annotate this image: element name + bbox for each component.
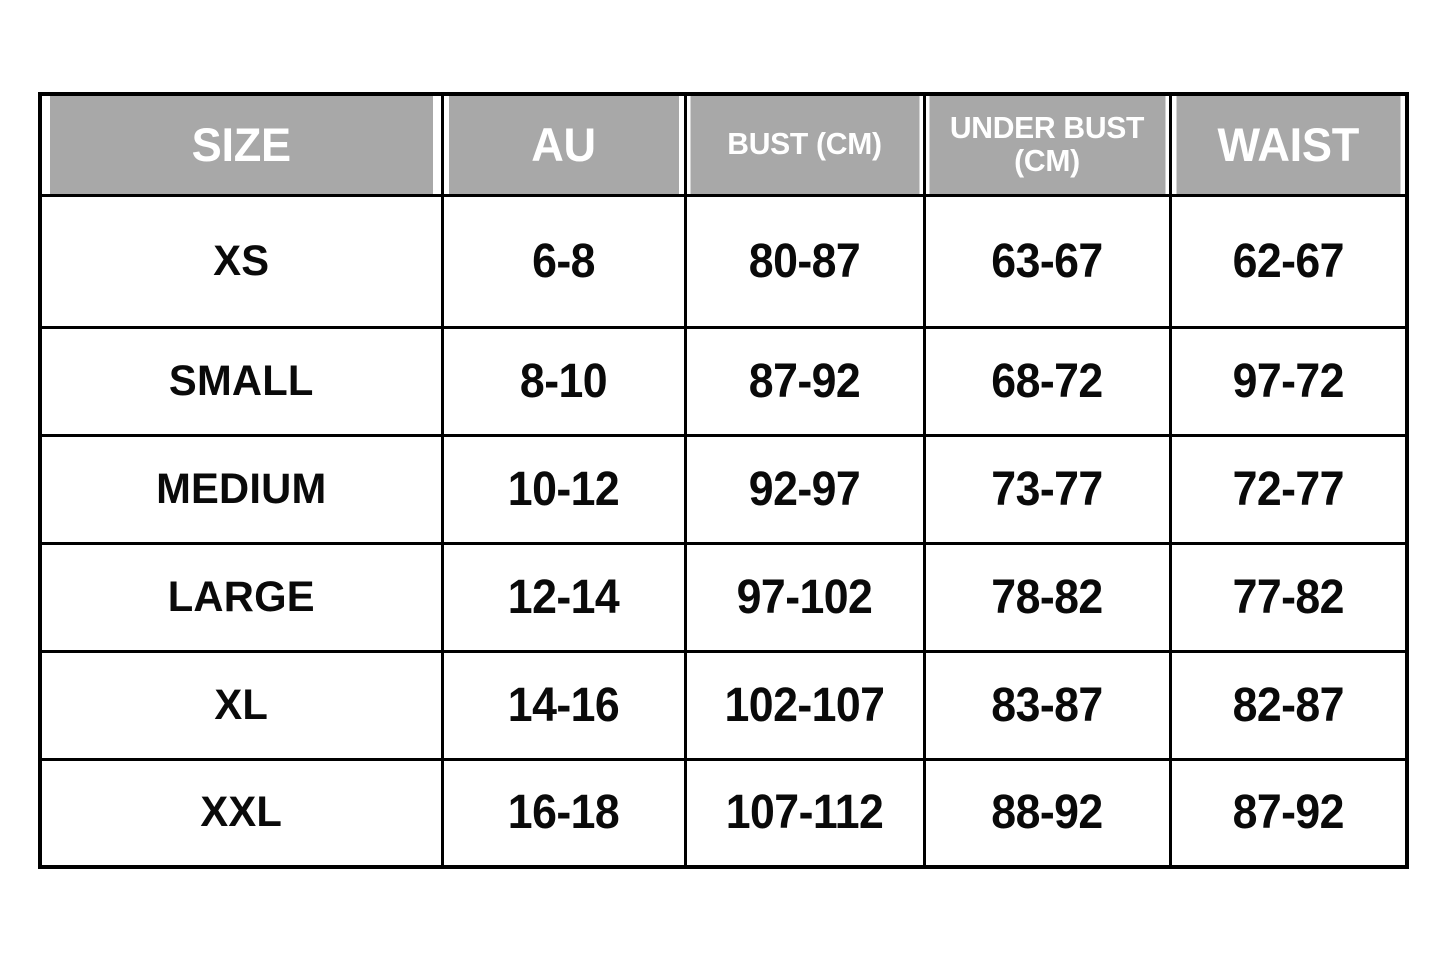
cell-au: 14-16 (449, 649, 678, 761)
column-header-au: AU (445, 92, 682, 197)
cell-waist: 72-77 (1176, 433, 1401, 545)
cell-au: 12-14 (449, 541, 678, 653)
cell-under-bust: 78-82 (931, 541, 1163, 653)
cell-size: SMALL (44, 325, 438, 437)
column-header-bust: BUST (CM) (687, 92, 922, 197)
cell-size: MEDIUM (44, 433, 438, 545)
cell-under-bust: 63-67 (931, 193, 1163, 329)
table-row: XL 14-16 102-107 83-87 82-87 (40, 649, 1407, 761)
cell-under-bust: 68-72 (931, 325, 1163, 437)
cell-under-bust: 88-92 (931, 757, 1163, 869)
table-body: XS 6-8 80-87 63-67 62-67 SMALL 8-10 87-9… (40, 193, 1407, 869)
cell-bust: 107-112 (691, 757, 918, 869)
cell-bust: 92-97 (691, 433, 918, 545)
cell-waist: 62-67 (1176, 193, 1401, 329)
table-header-row: SIZE AU BUST (CM) UNDER BUST (CM) WAIST (40, 92, 1407, 197)
column-header-under-bust: UNDER BUST (CM) (926, 92, 1168, 197)
cell-bust: 102-107 (691, 649, 918, 761)
cell-au: 6-8 (449, 193, 678, 329)
cell-au: 8-10 (449, 325, 678, 437)
cell-under-bust: 83-87 (931, 649, 1163, 761)
table-row: LARGE 12-14 97-102 78-82 77-82 (40, 541, 1407, 653)
cell-size: XS (44, 193, 438, 329)
column-header-size: SIZE (46, 92, 436, 197)
cell-bust: 97-102 (691, 541, 918, 653)
cell-under-bust: 73-77 (931, 433, 1163, 545)
cell-waist: 77-82 (1176, 541, 1401, 653)
cell-size: XXL (44, 757, 438, 869)
column-header-waist: WAIST (1173, 92, 1404, 197)
cell-bust: 87-92 (691, 325, 918, 437)
cell-size: LARGE (44, 541, 438, 653)
cell-size: XL (44, 649, 438, 761)
cell-waist: 87-92 (1176, 757, 1401, 869)
size-chart-table: SIZE AU BUST (CM) UNDER BUST (CM) WAIST … (38, 92, 1409, 869)
cell-bust: 80-87 (691, 193, 918, 329)
cell-au: 16-18 (449, 757, 678, 869)
table-row: SMALL 8-10 87-92 68-72 97-72 (40, 325, 1407, 437)
cell-waist: 82-87 (1176, 649, 1401, 761)
table-row: XS 6-8 80-87 63-67 62-67 (40, 193, 1407, 329)
table-row: XXL 16-18 107-112 88-92 87-92 (40, 757, 1407, 869)
table-header: SIZE AU BUST (CM) UNDER BUST (CM) WAIST (40, 92, 1407, 197)
table-row: MEDIUM 10-12 92-97 73-77 72-77 (40, 433, 1407, 545)
cell-au: 10-12 (449, 433, 678, 545)
cell-waist: 97-72 (1176, 325, 1401, 437)
